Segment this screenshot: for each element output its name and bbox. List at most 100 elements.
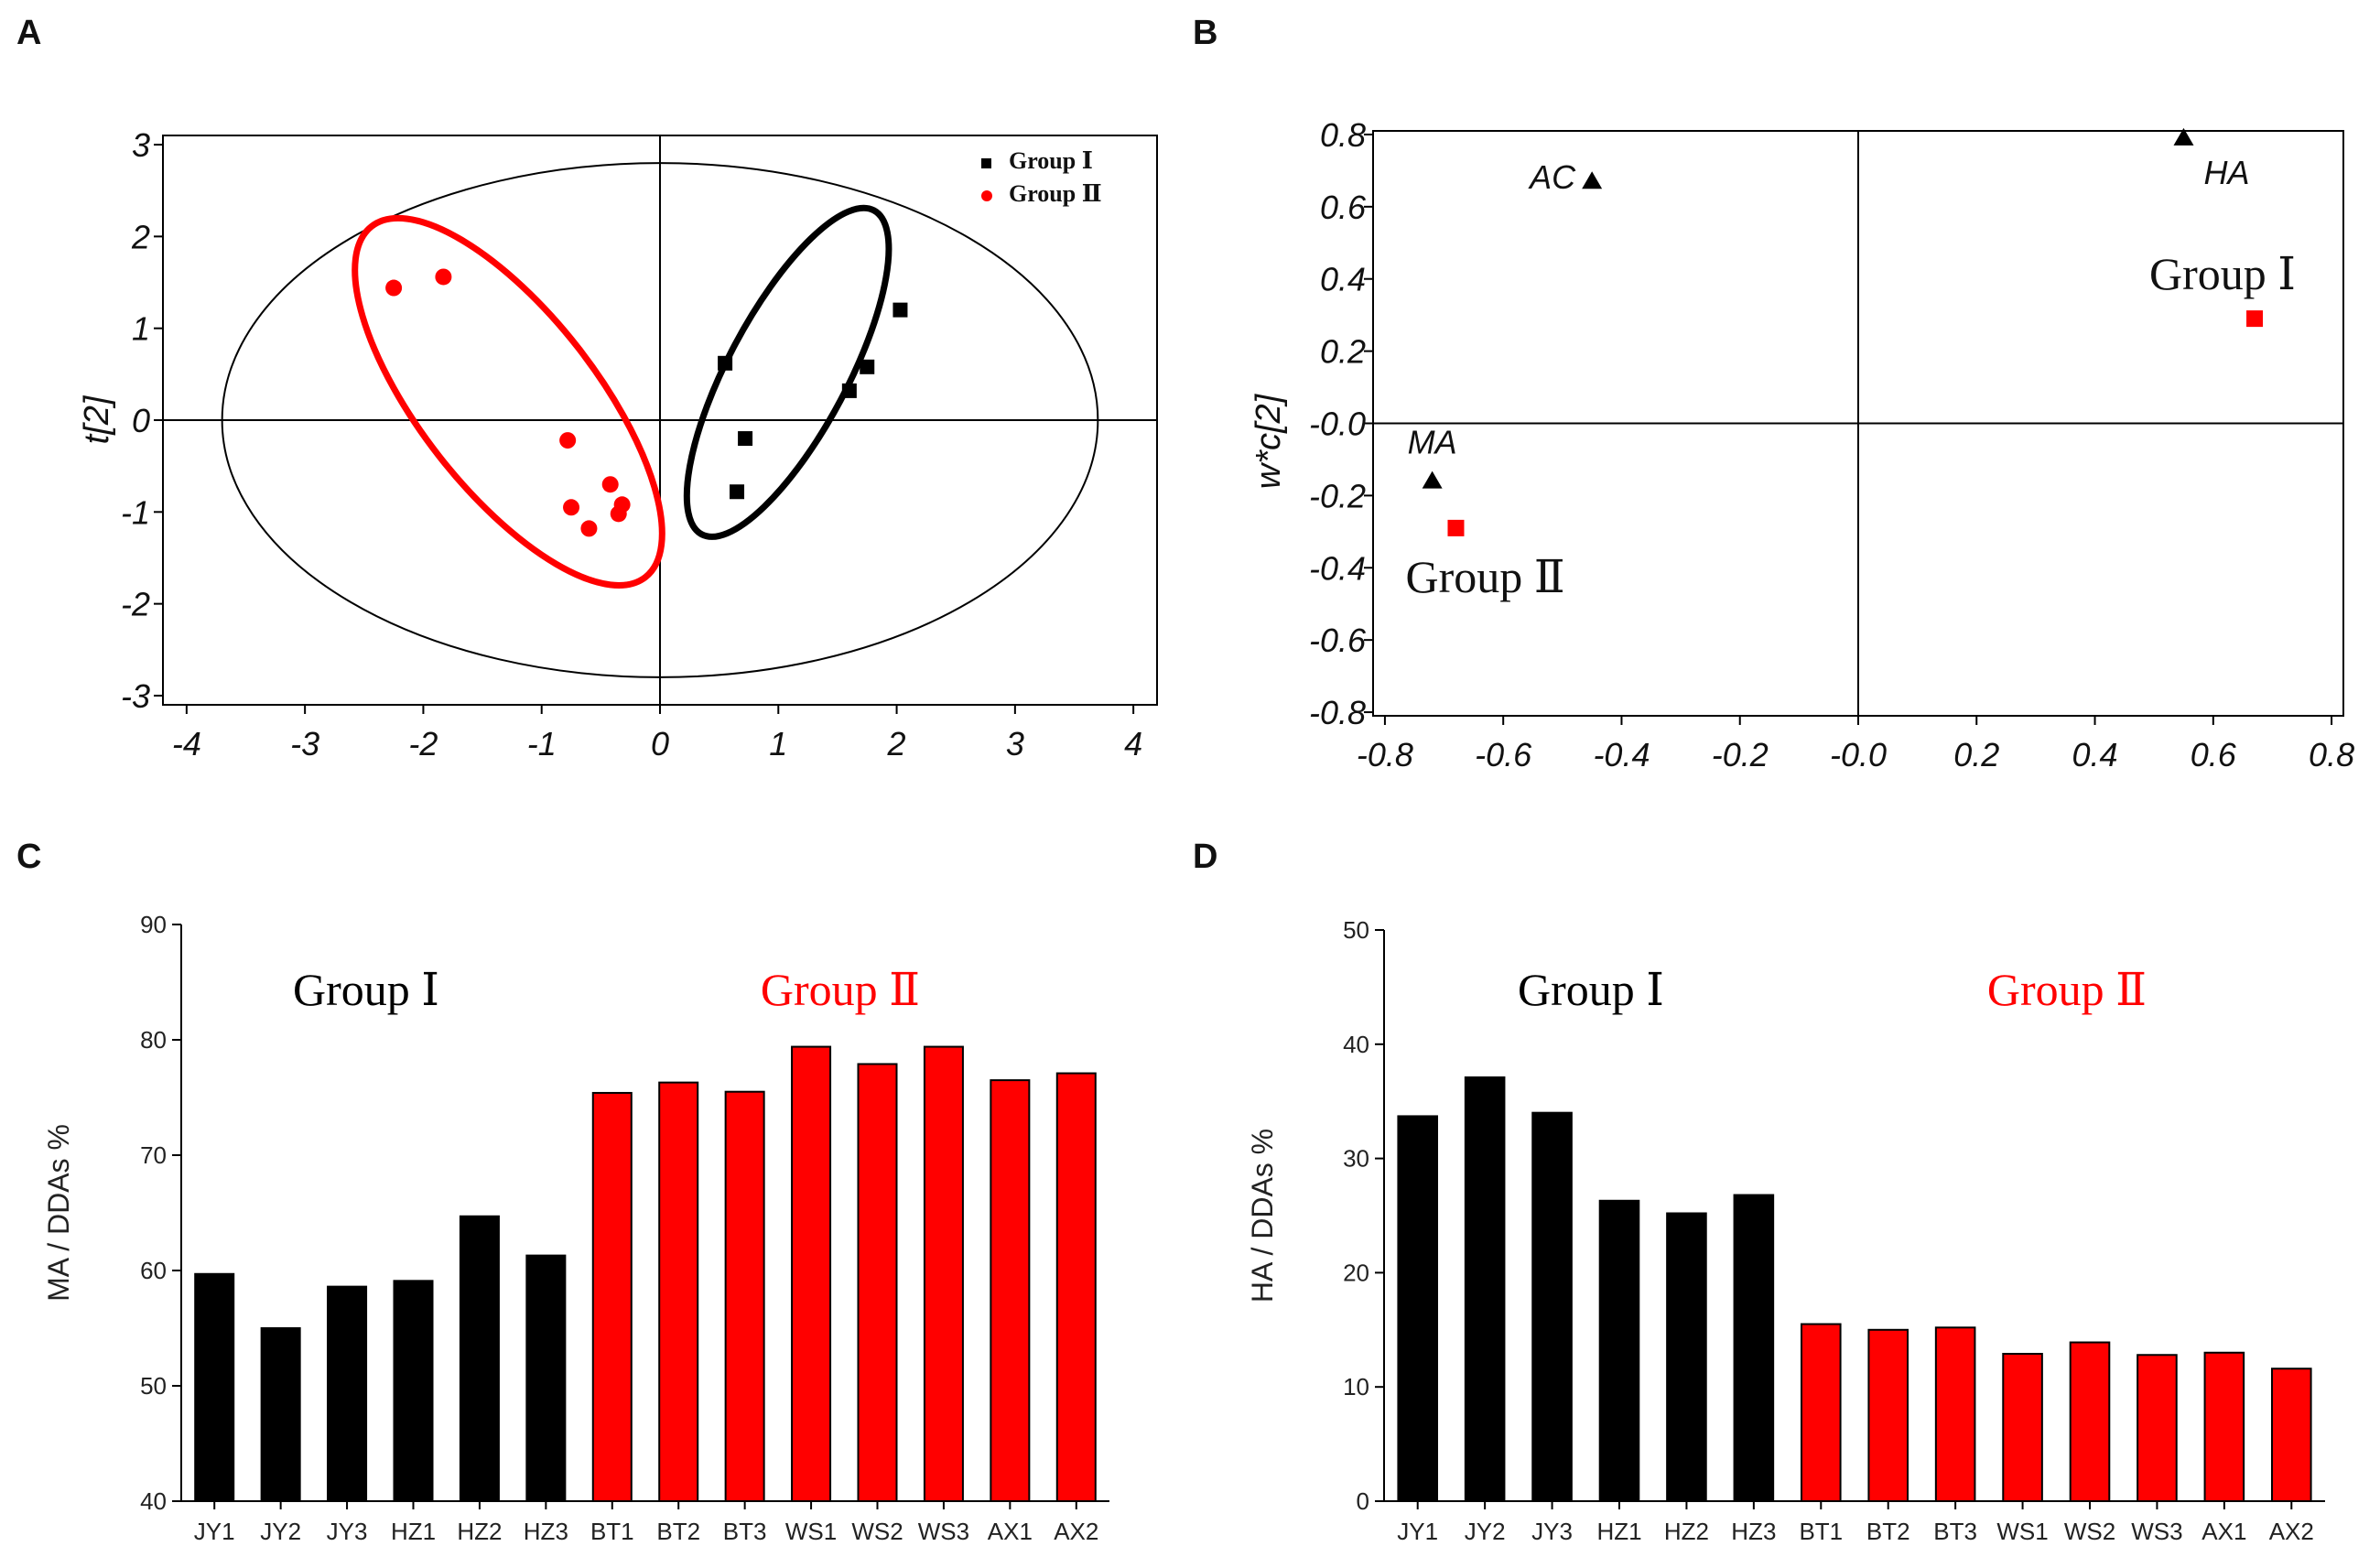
x-tick-label: JY2 [1465,1518,1506,1545]
group-1-point [841,383,857,398]
x-tick-label: WS2 [851,1518,903,1545]
group-2-annotation: Group Ⅱ [761,964,920,1015]
x-tick-label: AX1 [988,1518,1033,1545]
y-tick-label: -0.2 [1309,477,1366,514]
y-tick-label: 1 [132,310,150,348]
bar [393,1280,434,1502]
group-centroid-marker [1447,519,1465,536]
group-1-point [860,359,875,374]
y-tick-label: 2 [131,218,150,255]
y-tick-label: -2 [121,586,150,623]
variable-marker [1422,470,1443,489]
y-tick-label: 70 [140,1141,167,1169]
x-tick-label: 1 [769,725,787,762]
x-tick-label: 0 [651,725,669,762]
x-tick-label: JY3 [327,1518,368,1545]
y-tick-label: 50 [1343,916,1369,944]
x-tick-label: AX2 [2269,1518,2314,1545]
x-tick-label: 0.2 [1953,736,1999,773]
bar [2270,1368,2312,1503]
x-tick-label: -0.8 [1357,736,1413,773]
y-tick-label: 60 [140,1257,167,1284]
x-tick-label: WS3 [2131,1518,2182,1545]
variable-label: MA [1408,424,1457,461]
bar [791,1045,832,1503]
bar [327,1285,368,1503]
group-label: Group Ⅰ [2149,248,2296,299]
group-1-point [730,484,745,500]
y-tick-label: 3 [132,126,150,164]
x-tick-label: -2 [408,725,438,762]
bar [1397,1115,1439,1502]
x-tick-label: HZ1 [1596,1518,1641,1545]
x-tick-label: 4 [1124,725,1142,762]
x-tick-label: WS1 [785,1518,837,1545]
x-tick-label: BT1 [590,1518,634,1545]
group-2-point [610,505,627,523]
bar [2002,1353,2043,1503]
y-tick-label: 10 [1343,1373,1369,1400]
x-tick-label: BT1 [1799,1518,1843,1545]
y-tick-label: 0 [1357,1487,1369,1515]
loading-plot-panel-b: -0.8 -0.6 -0.4 -0.2 -0.0 0.2 0.4 0.6 0.8 0.8 0.6 0.… [1250,116,2354,773]
bar [260,1327,301,1502]
group-1-point [718,355,733,371]
bar [525,1254,567,1502]
x-tick-label: JY3 [1531,1518,1573,1545]
bar [459,1215,500,1503]
bar [1531,1111,1573,1503]
group-1-ellipse [683,204,892,540]
panel-letter-a: A [16,14,41,52]
group-centroid-marker [2246,310,2264,328]
x-tick-label: -1 [527,725,557,762]
bar [1464,1076,1506,1502]
panel-letter-d: D [1193,838,1217,876]
x-tick-label: WS3 [918,1518,969,1545]
y-tick-label: -0.4 [1309,549,1366,587]
bar-chart-panel-c: 40 50 60 70 80 90 MA / DDAs % JY1 JY2 JY3 HZ1 HZ2 HZ… [42,911,1109,1545]
bar [658,1081,699,1502]
x-tick-label: 2 [887,725,906,762]
group-1-point [892,302,908,318]
panel-letter-b: B [1193,14,1217,52]
variable-marker [2173,127,2194,146]
legend-marker-group-1 [981,158,991,168]
y-tick-label: 0 [132,402,150,439]
group-label: Group Ⅱ [1405,551,1564,602]
bar [2203,1351,2245,1503]
group-2-point [580,520,598,537]
y-tick-label: 20 [1343,1259,1369,1286]
x-tick-label: BT2 [1866,1518,1910,1545]
score-plot-panel-a: -4 -3 -2 -1 0 1 2 3 4 3 2 1 0 -1 -2 -3 t[2] Group Ⅰ Group … [78,126,1158,762]
y-tick-label: 0.2 [1320,333,1366,371]
bar [2069,1341,2111,1502]
y-tick-label: 0.6 [1320,189,1367,226]
x-tick-label: 0.6 [2191,736,2237,773]
variable-label: HA [2203,154,2249,191]
bar [194,1272,235,1503]
x-tick-label: -0.6 [1475,736,1532,773]
y-tick-label: -0.0 [1309,405,1366,443]
bar [1867,1328,1909,1503]
panel-letter-c: C [16,838,41,876]
group-2-annotation: Group Ⅱ [1987,964,2147,1015]
y-axis-label: MA / DDAs % [42,1124,75,1302]
group-2-point [601,476,619,493]
variable-marker [1582,171,1603,189]
y-tick-label: 40 [1343,1031,1369,1058]
x-tick-label: HZ1 [391,1518,436,1545]
x-tick-label: JY2 [260,1518,301,1545]
bar [724,1090,765,1502]
x-tick-label: 0.4 [2072,736,2118,773]
bar [857,1063,898,1502]
group-1-point [738,431,753,447]
bar [990,1079,1031,1502]
group-2-ellipse [352,214,665,589]
y-axis-label: HA / DDAs % [1246,1129,1279,1303]
bar [1733,1194,1775,1502]
legend-label-group-2: Group Ⅱ [1009,180,1102,207]
y-tick-label: -1 [121,493,150,531]
y-tick-label: 80 [140,1026,167,1054]
x-tick-label: WS1 [1996,1518,2048,1545]
